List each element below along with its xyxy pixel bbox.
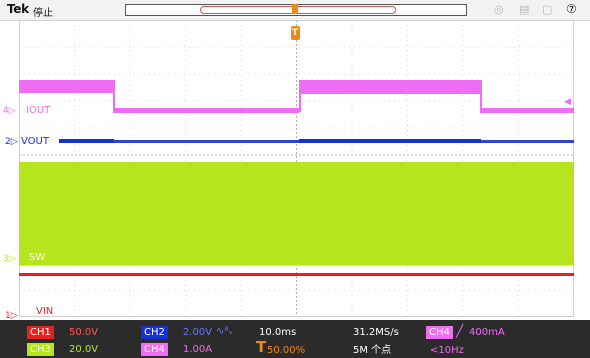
trigger-frequency: <10Hz <box>430 345 464 356</box>
ch4-chip[interactable]: CH4 <box>141 343 168 356</box>
ch3-scale[interactable]: 20.0V <box>69 344 99 355</box>
ch2-marker[interactable]: 2▷ <box>5 137 18 147</box>
sw-label: SW <box>28 252 47 264</box>
trigger-slope-icon: ╱ <box>456 324 464 338</box>
trigger-source-chip[interactable]: CH4 <box>426 326 453 339</box>
status-panel: CH1 50.0V CH3 20.0V CH2 2.00V ∿ᴮᵥ CH4 1.… <box>0 320 590 358</box>
record-length[interactable]: 5M 个点 <box>353 345 392 356</box>
network-icon[interactable]: ◎ <box>494 3 504 16</box>
record-view-window[interactable] <box>200 6 396 14</box>
waveform-svg: ◀ <box>19 20 574 317</box>
trigger-position-icon[interactable] <box>292 4 298 14</box>
ch3-chip[interactable]: CH3 <box>27 343 54 356</box>
ch1-marker[interactable]: 1▷ <box>5 311 18 321</box>
ch4-marker[interactable]: 4▷ <box>3 106 16 116</box>
trigger-marker-glyph: T <box>292 28 299 38</box>
vin-label: VIN <box>36 306 54 317</box>
ch3-marker[interactable]: 3▷ <box>3 254 16 264</box>
brand-logo: Tek <box>7 2 29 16</box>
ch1-chip[interactable]: CH1 <box>27 326 54 339</box>
trigger-position[interactable]: 50.00% <box>267 345 306 356</box>
vout-label: VOUT <box>21 136 49 147</box>
bandwidth-limit-icon: ∿ᴮᵥ <box>216 326 233 337</box>
svg-text:◀: ◀ <box>564 97 571 107</box>
window-icon[interactable]: ▢ <box>542 3 553 16</box>
timebase[interactable]: 10.0ms <box>259 327 297 338</box>
trigger-marker[interactable]: T <box>291 26 300 40</box>
ch4-iout-waveform <box>19 80 574 113</box>
ch2-chip[interactable]: CH2 <box>141 326 168 339</box>
ch1-scale[interactable]: 50.0V <box>69 327 99 338</box>
trigger-position-icon-bottom: T <box>256 338 267 356</box>
top-status-bar: Tek 停止 ◎ ▤ ▢ ⑦ <box>0 0 590 21</box>
trigger-level[interactable]: 400mA <box>469 327 505 338</box>
ch3-sw-waveform <box>19 162 574 266</box>
ch2-scale[interactable]: 2.00V <box>183 327 213 338</box>
sample-rate[interactable]: 31.2MS/s <box>353 327 399 338</box>
ch4-scale[interactable]: 1.00A <box>183 344 213 355</box>
ch1-vin-waveform <box>19 273 574 276</box>
save-icon[interactable]: ▤ <box>519 3 530 16</box>
ch2-vout-waveform <box>59 139 574 143</box>
waveform-grid[interactable]: ◀ <box>19 20 574 317</box>
acquisition-state[interactable]: 停止 <box>33 8 53 19</box>
iout-label: IOUT <box>26 105 51 116</box>
help-icon[interactable]: ⑦ <box>566 2 577 16</box>
